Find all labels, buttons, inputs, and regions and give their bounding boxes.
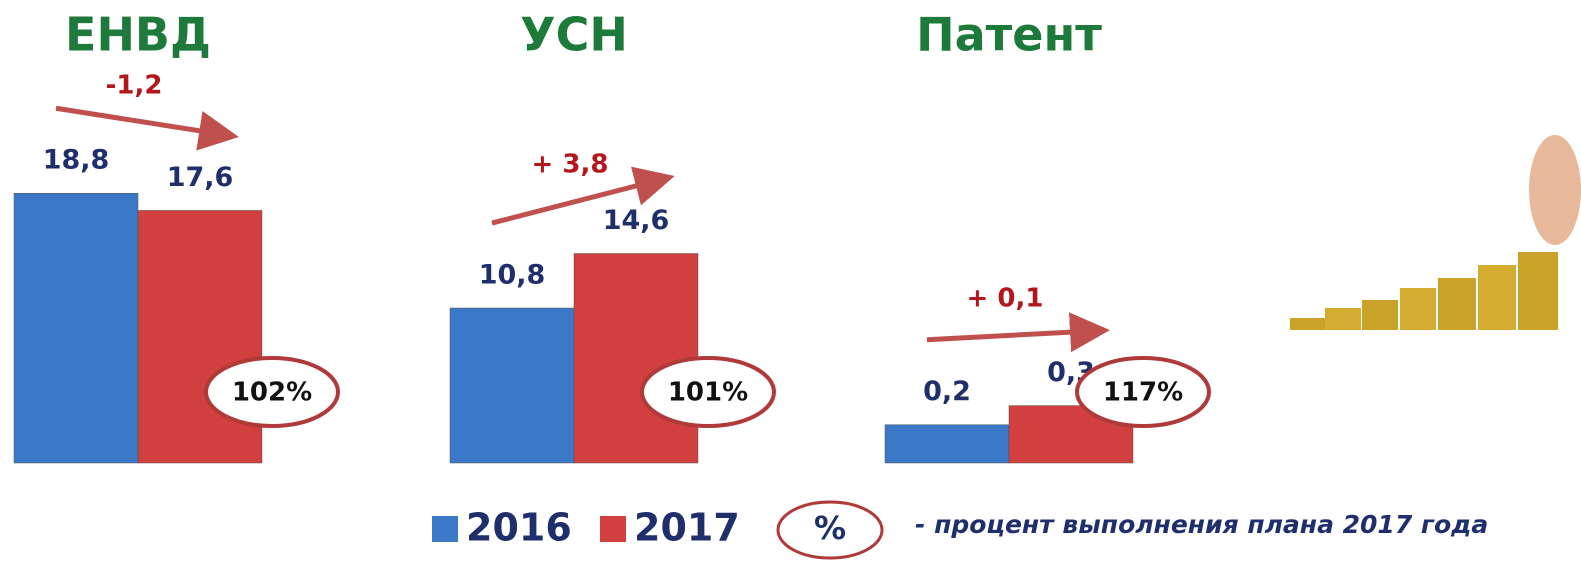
coins-decoration xyxy=(1290,135,1581,330)
change-label: + 3,8 xyxy=(532,149,609,179)
bar xyxy=(574,253,698,463)
value-label: 0,2 xyxy=(923,376,971,407)
bar xyxy=(14,193,138,463)
legend-label: 2016 xyxy=(466,506,572,550)
panel-title: Патент xyxy=(916,8,1102,62)
value-label: 14,6 xyxy=(603,205,670,236)
panel-title: УСН xyxy=(520,8,628,62)
value-label: 18,8 xyxy=(43,145,110,176)
change-arrow xyxy=(56,108,229,135)
legend-label: 2017 xyxy=(634,506,740,550)
change-label: -1,2 xyxy=(106,70,163,100)
panel-title: ЕНВД xyxy=(65,8,211,62)
change-label: + 0,1 xyxy=(967,284,1044,314)
legend-swatch xyxy=(600,516,626,542)
change-arrow xyxy=(927,331,1100,340)
plan-label: 117% xyxy=(1103,378,1183,408)
plan-label: 101% xyxy=(668,378,748,408)
value-label: 10,8 xyxy=(479,260,546,291)
legend-symbol: % xyxy=(814,509,846,547)
chart: 2016 2017 % - процент выполнения плана 2… xyxy=(0,0,1581,564)
value-label: 17,6 xyxy=(167,162,234,193)
bar xyxy=(450,308,574,463)
bar xyxy=(138,210,262,463)
plan-label: 102% xyxy=(232,378,312,408)
legend-note: - процент выполнения плана 2017 года xyxy=(915,510,1488,539)
bar xyxy=(885,425,1009,463)
legend-swatch xyxy=(432,516,458,542)
